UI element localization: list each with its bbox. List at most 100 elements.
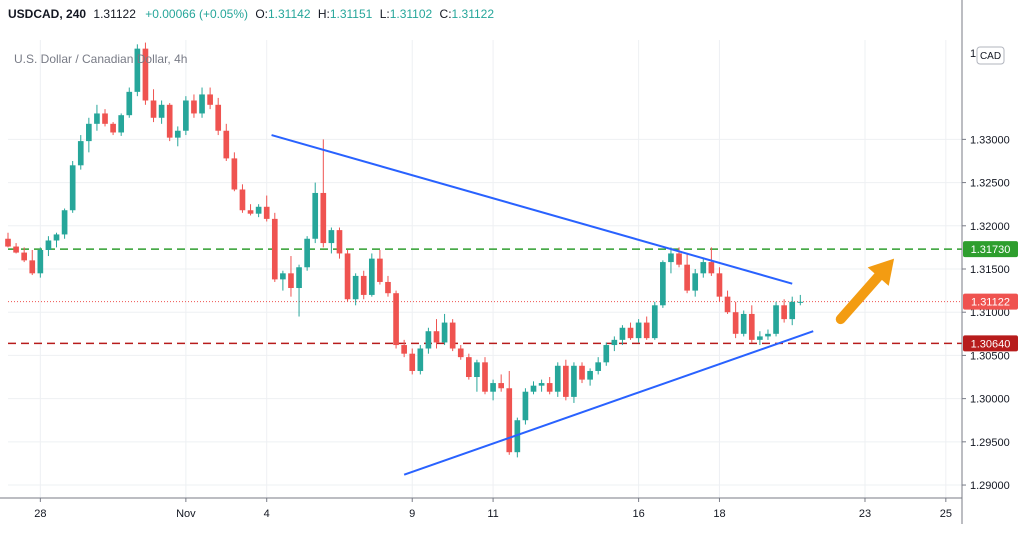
trendlines[interactable]: [271, 134, 814, 476]
candle-body: [134, 48, 141, 92]
candle-body: [102, 113, 108, 124]
interval[interactable]: 240: [66, 7, 87, 21]
symbol-header: USDCAD, 240 1.31122 +0.00066 (+0.05%) O:…: [8, 4, 494, 24]
candle-body: [651, 305, 658, 339]
candle-body: [215, 104, 222, 131]
y-tick-label: 1.33000: [970, 134, 1010, 146]
candle-body: [740, 313, 747, 334]
candle-body: [247, 210, 254, 214]
x-tick-label: 16: [632, 508, 644, 520]
candle-body: [304, 238, 310, 268]
axes: 1.29000 1.29500 1.30000 1.30500 1.31000 1.315…: [0, 0, 1018, 524]
x-tick-label: 28: [34, 508, 46, 520]
trendline: [403, 330, 814, 476]
y-tick-label: 1.32000: [970, 221, 1010, 233]
open-label: O:: [255, 7, 268, 21]
last-price-tag: [963, 293, 1018, 310]
low-label: L:: [379, 7, 390, 21]
candle-body: [676, 253, 682, 265]
low-value: 1.31102: [389, 7, 433, 21]
candle-body: [490, 383, 496, 392]
candle-body: [263, 206, 270, 219]
resistance-tag: [963, 241, 1018, 258]
chart-subtitle: U.S. Dollar / Canadian Dollar, 4h: [14, 52, 187, 66]
candle-body: [231, 158, 238, 190]
candle-body: [482, 362, 488, 392]
candle-body: [223, 130, 230, 159]
candle-body: [312, 192, 319, 239]
candle-body: [748, 313, 755, 340]
symbol-name[interactable]: USDCAD,: [8, 7, 63, 21]
candle-body: [474, 362, 480, 378]
last-price-tag-label: 1.31122: [971, 297, 1010, 309]
candle-body: [271, 218, 278, 280]
candle-body: [296, 267, 302, 289]
candle-body: [118, 115, 125, 133]
x-tick-label: 4: [264, 508, 270, 520]
candle-body: [732, 312, 739, 334]
y-tick-label: 1.30500: [970, 350, 1010, 362]
currency-badge-label: CAD: [980, 51, 1001, 62]
candle-body: [587, 370, 593, 380]
candle-body: [781, 305, 787, 320]
candle-body: [716, 273, 723, 297]
candle-body: [5, 238, 11, 247]
candle-body: [150, 100, 157, 118]
candle-body: [239, 189, 246, 211]
candle-body: [166, 104, 173, 138]
candle-body: [61, 210, 68, 235]
candle-body: [352, 275, 359, 300]
candle-body: [21, 252, 27, 261]
candle-body: [449, 322, 456, 349]
candle-body: [708, 262, 715, 274]
candle-body: [53, 234, 60, 241]
last-price: 1.31122: [93, 7, 136, 21]
candle-body: [684, 264, 690, 291]
candle-body: [385, 281, 391, 294]
candle-body: [789, 301, 796, 320]
candlesticks: [5, 42, 804, 458]
candle-body: [668, 253, 674, 263]
candle-body: [546, 383, 553, 392]
x-tick-label: Nov: [176, 508, 196, 520]
candle-body: [514, 420, 521, 453]
candle-body: [191, 100, 197, 114]
candle-body: [158, 104, 165, 118]
candle-body: [522, 391, 529, 421]
candle-body: [280, 273, 286, 280]
candle-body: [660, 262, 666, 306]
candle-body: [563, 365, 569, 397]
candle-body: [409, 353, 416, 371]
candle-body: [45, 240, 52, 250]
candle-body: [506, 388, 513, 453]
candle-body: [69, 165, 76, 211]
candle-body: [571, 365, 577, 397]
y-tick-label: 1.32500: [970, 178, 1010, 190]
candle-body: [328, 230, 335, 244]
candle-body: [603, 345, 610, 363]
trendline: [271, 134, 793, 285]
arrow-annotation[interactable]: [835, 258, 895, 325]
candle-body: [441, 322, 448, 343]
open-value: 1.31142: [268, 7, 311, 21]
high-value: 1.31151: [329, 7, 373, 21]
y-tick-label: 1.29000: [970, 480, 1010, 492]
candle-body: [773, 305, 779, 334]
candle-body: [255, 206, 262, 214]
x-tick-label: 9: [409, 508, 415, 520]
candle-body: [344, 253, 351, 300]
resistance-tag-label: 1.31730: [971, 244, 1011, 256]
candle-body: [29, 260, 36, 274]
candle-body: [336, 230, 343, 254]
candle-body: [368, 258, 375, 295]
y-tick-label: 1.31000: [970, 307, 1010, 319]
candle-body: [360, 275, 367, 295]
horizontal-levels: [8, 248, 962, 345]
candle-body: [692, 273, 699, 291]
candle-body: [530, 385, 537, 392]
currency-badge[interactable]: CAD: [976, 46, 1005, 65]
candle-body: [199, 94, 205, 114]
candle-body: [77, 141, 84, 166]
candle-body: [86, 123, 92, 142]
